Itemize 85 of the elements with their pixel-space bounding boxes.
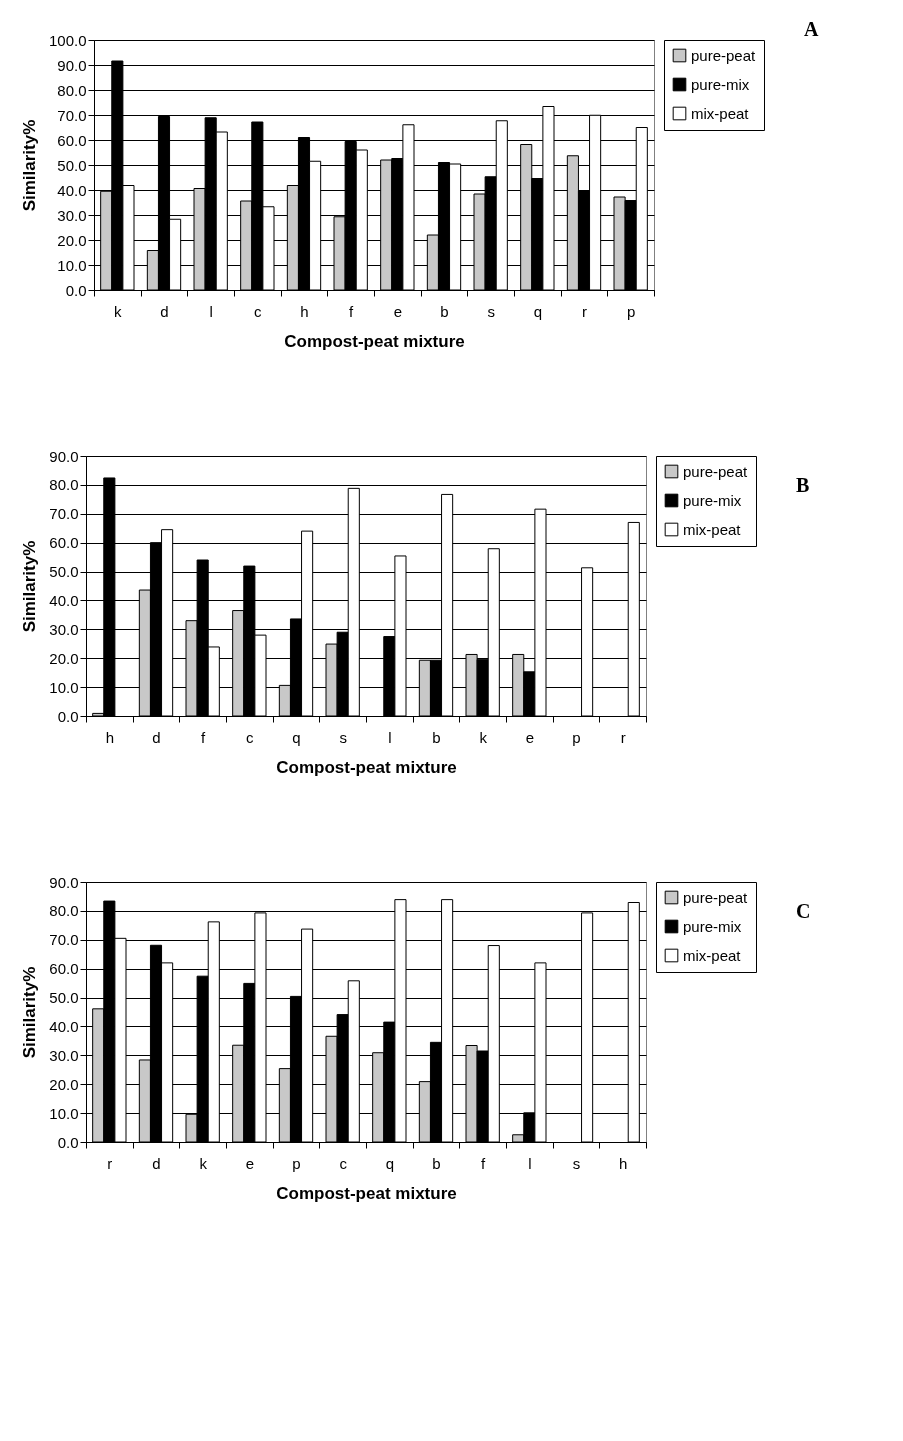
x-tick-label: r xyxy=(582,302,587,320)
x-tick-label: r xyxy=(107,1154,113,1172)
x-tick-label: b xyxy=(432,1154,441,1172)
y-tick-label: 40.0 xyxy=(57,181,87,199)
x-tick-label: s xyxy=(572,1154,581,1172)
x-tick-label: f xyxy=(349,302,355,320)
x-tick-label: q xyxy=(385,1154,395,1172)
text: C xyxy=(796,900,811,922)
x-tick-label: e xyxy=(525,728,535,746)
y-tick-label: 10.0 xyxy=(57,256,87,274)
y-tick-label: 70.0 xyxy=(49,505,79,523)
x-tick-label: h xyxy=(300,302,309,320)
x-tick-label: f xyxy=(201,728,207,746)
x-tick-label: d xyxy=(152,728,161,746)
y-tick-label: 0.0 xyxy=(57,707,79,725)
y-tick-label: 80.0 xyxy=(49,902,79,920)
y-tick-label: 60.0 xyxy=(49,960,79,978)
x-tick-label: q xyxy=(292,728,301,746)
x-tick-label: p xyxy=(572,728,581,746)
text: A xyxy=(804,18,819,40)
x-tick-label: c xyxy=(246,728,255,746)
legend-label: mix-peat xyxy=(691,104,750,122)
y-axis-title: Similarity% xyxy=(20,966,40,1059)
x-tick-label: l xyxy=(388,728,392,746)
x-tick-label: s xyxy=(339,728,347,746)
y-tick-label: 90.0 xyxy=(49,447,79,465)
x-tick-label: q xyxy=(533,302,543,320)
x-tick-label: h xyxy=(618,1154,628,1172)
y-tick-label: 30.0 xyxy=(57,206,87,224)
x-tick-label: d xyxy=(160,302,169,320)
y-axis-title: Similarity% xyxy=(19,119,39,212)
y-tick-label: 40.0 xyxy=(49,1017,79,1035)
x-tick-label: r xyxy=(620,728,626,746)
x-axis-title: Compost-peat mixture xyxy=(276,757,457,777)
y-tick-label: 10.0 xyxy=(49,678,79,696)
x-tick-label: k xyxy=(114,302,123,320)
legend-label: pure-peat xyxy=(691,46,757,64)
x-tick-label: c xyxy=(254,302,263,320)
x-tick-label: s xyxy=(487,302,495,320)
legend-label: pure-peat xyxy=(683,888,749,906)
x-tick-label: b xyxy=(440,302,449,320)
y-tick-label: 70.0 xyxy=(49,931,79,949)
y-tick-label: 60.0 xyxy=(49,534,79,552)
x-tick-label: d xyxy=(152,1154,161,1172)
legend-label: pure-peat xyxy=(683,462,749,480)
y-tick-label: 80.0 xyxy=(49,476,79,494)
x-tick-label: f xyxy=(481,1154,487,1172)
legend-label: pure-mix xyxy=(683,491,742,509)
x-tick-label: p xyxy=(292,1154,301,1172)
x-tick-label: p xyxy=(626,302,636,320)
y-tick-label: 50.0 xyxy=(57,156,87,174)
y-tick-label: 50.0 xyxy=(49,563,79,581)
legend-label: pure-mix xyxy=(683,917,742,935)
y-tick-label: 0.0 xyxy=(57,1133,79,1151)
y-tick-label: 20.0 xyxy=(49,1075,79,1093)
y-tick-label: 20.0 xyxy=(49,649,79,667)
x-tick-label: k xyxy=(479,728,488,746)
x-tick-label: k xyxy=(199,1154,208,1172)
y-tick-label: 0.0 xyxy=(65,281,87,299)
y-tick-label: 60.0 xyxy=(57,131,87,149)
x-tick-label: c xyxy=(339,1154,348,1172)
legend-label: mix-peat xyxy=(683,520,742,538)
y-tick-label: 50.0 xyxy=(49,989,79,1007)
text: B xyxy=(796,474,810,496)
y-tick-label: 40.0 xyxy=(49,591,79,609)
x-tick-label: e xyxy=(393,302,403,320)
x-axis-title: Compost-peat mixture xyxy=(276,1183,457,1203)
x-axis-title: Compost-peat mixture xyxy=(284,331,465,351)
y-tick-label: 80.0 xyxy=(57,81,87,99)
legend-label: pure-mix xyxy=(691,75,750,93)
x-tick-label: l xyxy=(209,302,213,320)
y-axis-title: Similarity% xyxy=(20,540,40,633)
x-tick-label: b xyxy=(432,728,441,746)
y-tick-label: 30.0 xyxy=(49,620,79,638)
x-tick-label: e xyxy=(245,1154,255,1172)
y-tick-label: 20.0 xyxy=(57,231,87,249)
y-tick-label: 90.0 xyxy=(57,56,87,74)
y-tick-label: 90.0 xyxy=(49,873,79,891)
legend-label: mix-peat xyxy=(683,946,742,964)
y-tick-label: 30.0 xyxy=(49,1046,79,1064)
y-tick-label: 100.0 xyxy=(48,31,87,49)
x-tick-label: l xyxy=(528,1154,532,1172)
y-tick-label: 70.0 xyxy=(57,106,87,124)
y-tick-label: 10.0 xyxy=(49,1104,79,1122)
x-tick-label: h xyxy=(105,728,115,746)
